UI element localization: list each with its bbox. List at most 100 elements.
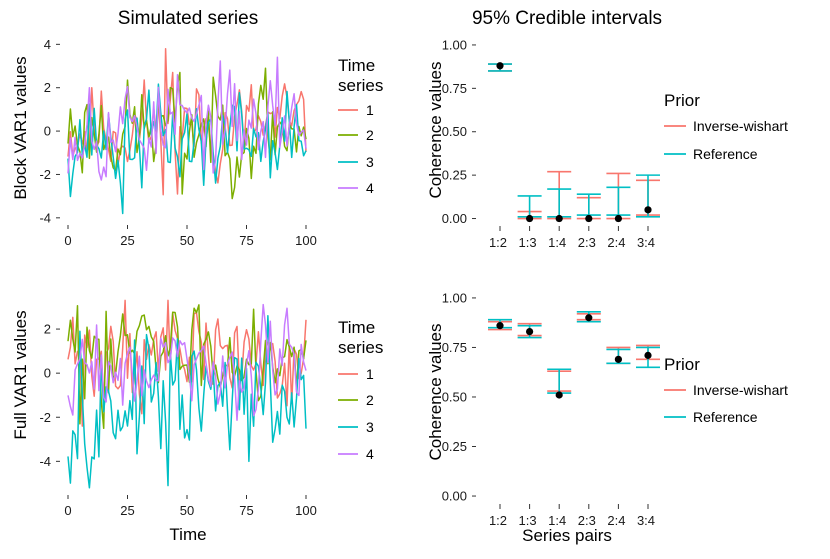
block-var1-legend-label-4: 4: [366, 180, 374, 196]
coh-block-point-estimate: [555, 214, 563, 223]
coh-block-legend: Prior Inverse-wishart Reference: [664, 91, 788, 162]
coh-block-point-estimate: [614, 214, 623, 223]
coh-full-y-axis-title: Coherence values: [426, 323, 445, 460]
coh-full-point-estimate: [555, 391, 563, 399]
coh-full-y-tick-label: 0.25: [442, 439, 467, 454]
coh-full-x-tick-label: 2:4: [607, 513, 625, 528]
coh-block-marks: [488, 62, 660, 223]
full-var1-legend-label-3: 3: [366, 419, 374, 435]
coh-block-y-tick-label: 0.75: [442, 81, 467, 96]
full-var1-legend-label-1: 1: [366, 366, 374, 382]
coh-block-x-tick-label: 1:2: [489, 235, 507, 250]
coh-block-y-axis-title: Coherence values: [426, 61, 445, 198]
full-var1-series-4-line: [67, 303, 307, 421]
block-var1-x-tick-label: 75: [239, 233, 253, 248]
coh-block-x-ticks: 1:2 1:3 1:4 2:3 2:4 3:4: [489, 226, 655, 250]
coh-full-y-ticks: 0.00 0.25 0.50 0.75 1.00: [442, 290, 476, 504]
coh-full-y-tick-label: 1.00: [442, 290, 467, 305]
block-var1-series-4-line: [67, 56, 307, 181]
block-var1-y-tick-label: -2: [39, 167, 51, 182]
full-var1-y-tick-label: -4: [39, 454, 51, 469]
block-var1-title: Simulated series: [118, 8, 258, 29]
coh-block-x-tick-label: 2:3: [578, 235, 596, 250]
coh-full-y-tick-label: 0.50: [442, 389, 467, 404]
coh-block-x-tick-label: 2:4: [607, 235, 625, 250]
full-var1-legend-title-line1: Time: [338, 318, 375, 337]
coh-block-legend-title: Prior: [664, 91, 700, 110]
coh-block-x-tick-label: 1:3: [519, 235, 537, 250]
coh-full-legend-label-ref: Reference: [693, 409, 758, 425]
full-var1-x-axis-title: Time: [169, 525, 206, 544]
block-var1-y-tick-label: 0: [44, 124, 51, 139]
coh-block-point-estimate: [644, 206, 652, 214]
full-var1-legend-label-4: 4: [366, 446, 374, 462]
coh-full-legend: Prior Inverse-wishart Reference: [664, 355, 788, 425]
coh-block-panel: 95% Credible intervals Coherence values …: [426, 8, 788, 250]
coh-full-x-ticks: 1:2 1:3 1:4 2:3 2:4 3:4: [489, 504, 655, 528]
coh-full-legend-title: Prior: [664, 355, 700, 374]
coh-full-x-tick-label: 1:2: [489, 513, 507, 528]
coh-block-x-tick-label: 1:4: [548, 235, 566, 250]
block-var1-x-tick-label: 0: [64, 233, 71, 248]
block-var1-legend: Time series 1 2 3 4: [338, 56, 383, 196]
block-var1-y-tick-label: -4: [39, 210, 51, 225]
coh-full-y-tick-label: 0.75: [442, 340, 467, 355]
coh-full-point-estimate: [585, 314, 593, 322]
coh-full-x-tick-label: 3:4: [637, 513, 655, 528]
coh-full-point-estimate: [496, 322, 504, 330]
full-var1-y-ticks: -4 -2 0 2: [39, 322, 60, 469]
block-var1-legend-title-line1: Time: [338, 56, 375, 75]
full-var1-y-tick-label: -2: [39, 410, 51, 425]
block-var1-legend-label-3: 3: [366, 154, 374, 170]
full-var1-x-tick-label: 75: [239, 503, 253, 518]
coh-full-marks: [488, 310, 660, 399]
block-var1-y-ticks: -4 -2 0 2 4: [39, 37, 60, 225]
block-var1-y-tick-label: 2: [44, 80, 51, 95]
coh-block-legend-label-ref: Reference: [693, 146, 758, 162]
coh-full-x-tick-label: 1:4: [548, 513, 566, 528]
full-var1-x-tick-label: 25: [120, 503, 134, 518]
coh-block-y-tick-label: 0.25: [442, 168, 467, 183]
coh-block-y-tick-label: 1.00: [442, 37, 467, 52]
block-var1-x-tick-label: 25: [120, 233, 134, 248]
coh-full-x-tick-label: 1:3: [519, 513, 537, 528]
coh-block-point-estimate: [526, 214, 534, 223]
full-var1-x-ticks: 0 25 50 75 100: [64, 495, 317, 518]
block-var1-y-axis-title: Block VAR1 values: [11, 56, 30, 199]
coh-block-legend-label-iw: Inverse-wishart: [693, 118, 788, 134]
block-var1-x-tick-label: 50: [180, 233, 194, 248]
coh-full-point-estimate: [644, 351, 652, 359]
full-var1-legend-label-2: 2: [366, 392, 374, 408]
full-var1-legend: Time series 1 2 3 4: [338, 318, 383, 462]
coh-block-point-estimate: [496, 62, 504, 70]
full-var1-lines: [67, 299, 307, 489]
block-var1-panel: Simulated series Block VAR1 values -4 -2 0…: [11, 8, 383, 248]
coh-block-x-tick-label: 3:4: [637, 235, 655, 250]
coh-block-y-tick-label: 0.50: [442, 124, 467, 139]
coh-block-point-estimate: [585, 214, 593, 223]
block-var1-x-ticks: 0 25 50 75 100: [64, 225, 317, 248]
full-var1-x-tick-label: 50: [180, 503, 194, 518]
full-var1-y-tick-label: 0: [44, 366, 51, 381]
full-var1-panel: Full VAR1 values Time -4-202 0 25 50 75 100 …: [11, 299, 383, 544]
coh-block-title: 95% Credible intervals: [472, 8, 662, 29]
coh-full-x-tick-label: 2:3: [578, 513, 596, 528]
coh-full-y-tick-label: 0.00: [442, 489, 467, 504]
coh-full-point-estimate: [526, 328, 534, 336]
block-var1-legend-label-2: 2: [366, 127, 374, 143]
coh-full-point-estimate: [614, 355, 623, 363]
coh-full-panel: Coherence values Series pairs 0.000.250.…: [426, 290, 788, 545]
full-var1-y-tick-label: 2: [44, 322, 51, 337]
full-var1-x-tick-label: 100: [295, 503, 317, 518]
block-var1-legend-title-line2: series: [338, 76, 383, 95]
full-var1-x-tick-label: 0: [64, 503, 71, 518]
coh-full-legend-label-iw: Inverse-wishart: [693, 382, 788, 398]
coh-full-x-axis-title: Series pairs: [522, 526, 612, 545]
block-var1-lines: [67, 47, 307, 215]
full-var1-legend-title-line2: series: [338, 338, 383, 357]
block-var1-x-tick-label: 100: [295, 233, 317, 248]
full-var1-y-axis-title: Full VAR1 values: [11, 310, 30, 439]
full-var1-series-3-line: [67, 314, 307, 489]
